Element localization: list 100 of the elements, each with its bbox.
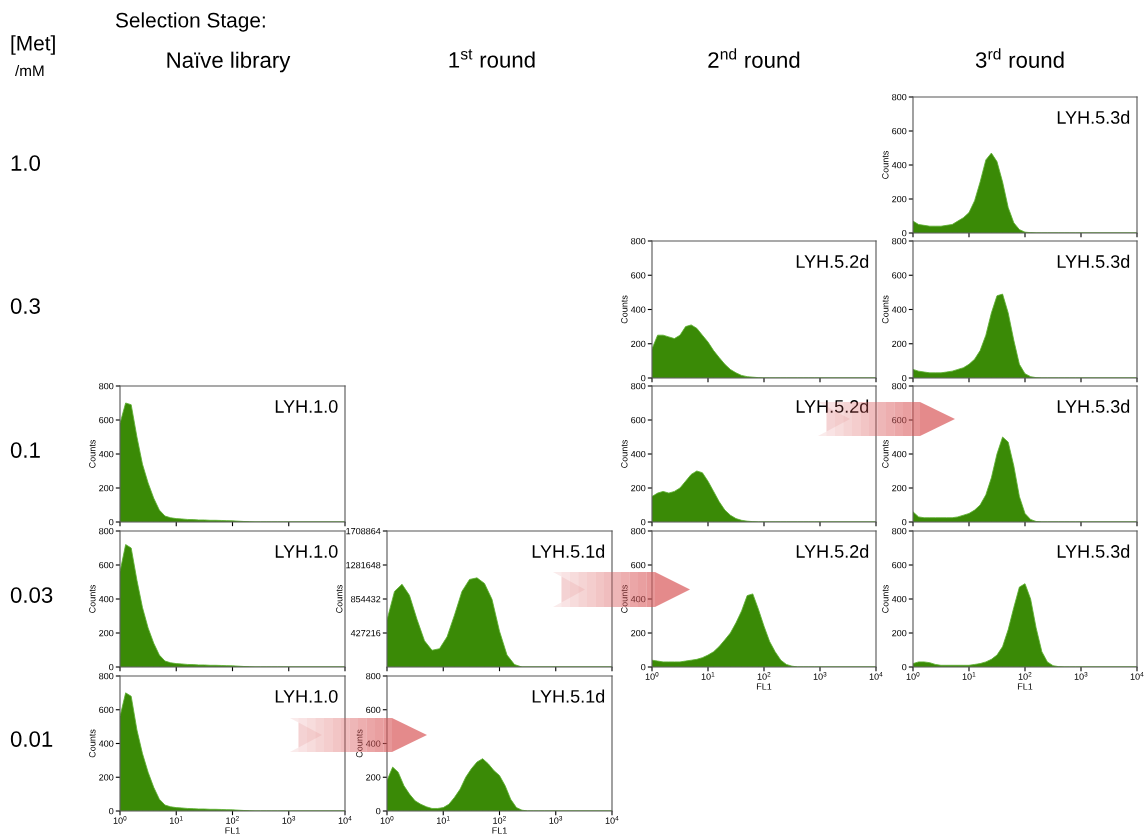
x-tick-label: 10$^{4}$	[605, 816, 619, 824]
y-tick-label: 800	[892, 382, 907, 390]
y-tick-label: 600	[99, 706, 114, 714]
annotation: LYH.1.0	[275, 400, 338, 413]
x-tick-label: 10$^{4}$	[1130, 672, 1144, 680]
x-tick-label: 10$^{0}$	[113, 816, 127, 824]
y-tick-label: 600	[99, 561, 114, 569]
y-axis-title: Counts	[882, 440, 889, 468]
y-axis-title: Counts	[621, 585, 628, 613]
y-tick-label: 600	[892, 416, 907, 424]
annotation: LYH.1.0	[275, 545, 338, 558]
y-axis-title: Counts	[882, 151, 889, 179]
y-tick-label: 800	[366, 672, 381, 680]
y-tick-label: 400	[365, 740, 381, 747]
y-tick-label: 600	[892, 272, 907, 279]
annotation: LYH.5.2d	[796, 254, 869, 268]
y-tick-label: 400	[98, 595, 114, 603]
annotation: LYH.5.2d	[796, 544, 869, 558]
text: 0.01	[10, 731, 53, 747]
x-tick-label: 10$^{1}$	[169, 816, 183, 824]
x-tick-label: 10$^{2}$	[757, 672, 771, 680]
y-tick-label: 200	[99, 629, 114, 637]
text: [Met]	[11, 35, 55, 55]
y-axis-title: Counts	[336, 585, 343, 613]
y-tick-label: 0	[902, 229, 907, 237]
y-tick-label: 800	[892, 93, 907, 101]
y-tick-label: 600	[892, 127, 907, 135]
y-tick-label: 400	[630, 306, 646, 313]
x-tick-label: 10$^{0}$	[645, 672, 659, 680]
x-tick-label: 10$^{1}$	[436, 816, 450, 824]
y-tick-label: 0	[902, 518, 907, 526]
y-tick-label: 400	[98, 740, 114, 747]
y-tick-label: 200	[892, 340, 907, 348]
text: 0.3	[10, 298, 40, 314]
y-tick-label: 400	[891, 161, 907, 169]
y-axis-title: Counts	[89, 729, 96, 758]
text: 2$^{nd}$ round	[708, 48, 800, 68]
annotation: LYH.5.3d	[1057, 399, 1130, 413]
text: 0.03	[10, 587, 53, 603]
x-axis-title: FL1	[225, 827, 240, 834]
x-tick-label: 10$^{4}$	[338, 816, 352, 824]
y-tick-label: 200	[99, 774, 114, 781]
y-tick-label: 200	[99, 484, 114, 492]
x-tick-label: 10$^{2}$	[1018, 672, 1032, 680]
y-tick-label: 400	[630, 595, 646, 603]
y-axis-title: Counts	[882, 585, 889, 613]
x-axis-title: FL1	[492, 827, 507, 834]
y-axis-title: Counts	[882, 295, 889, 324]
y-tick-label: 600	[631, 561, 646, 569]
y-tick-label: 0	[109, 518, 114, 526]
annotation: LYH.5.3d	[1057, 254, 1130, 268]
y-tick-label: 800	[892, 527, 907, 535]
y-tick-label: 200	[892, 629, 907, 637]
text: 1$^{st}$ round	[449, 49, 535, 68]
x-axis-title: FL1	[756, 683, 772, 690]
y-tick-label: 0	[641, 374, 646, 382]
text: 3$^{rd}$ round	[975, 48, 1064, 68]
y-tick-label: 200	[366, 774, 381, 781]
y-tick-label: 400	[891, 450, 907, 458]
y-tick-label: 800	[631, 237, 646, 245]
x-tick-label: 10$^{1}$	[962, 672, 976, 680]
y-tick-label: 800	[631, 527, 646, 535]
x-tick-label: 10$^{3}$	[282, 816, 296, 824]
y-tick-label: 427216	[350, 629, 381, 637]
text: 1.0	[11, 155, 41, 171]
y-tick-label: 0	[376, 807, 381, 815]
annotation: LYH.5.1d	[532, 689, 605, 703]
x-tick-label: 10$^{3}$	[1074, 672, 1088, 680]
y-axis-title: Counts	[89, 585, 96, 613]
y-tick-label: 0	[109, 807, 114, 815]
x-tick-label: 10$^{0}$	[380, 816, 394, 824]
y-tick-label: 200	[892, 484, 907, 492]
y-tick-label: 800	[99, 672, 114, 680]
text: Naïve library	[167, 51, 291, 73]
y-tick-label: 0	[902, 374, 907, 382]
y-tick-label: 0	[641, 663, 646, 671]
y-tick-label: 600	[99, 416, 114, 424]
y-tick-label: 800	[892, 237, 907, 245]
text: 0.1	[10, 442, 40, 458]
y-tick-label: 200	[631, 340, 646, 348]
x-tick-label: 10$^{3}$	[549, 816, 563, 824]
y-tick-label: 200	[631, 484, 646, 492]
text: Selection Stage:	[115, 12, 265, 32]
y-tick-label: 400	[891, 306, 907, 313]
x-tick-label: 10$^{0}$	[906, 672, 920, 680]
y-tick-label: 200	[892, 195, 907, 203]
y-tick-label: 600	[631, 416, 646, 424]
y-tick-label: 1708864	[346, 527, 381, 535]
annotation: LYH.1.0	[275, 689, 338, 703]
annotation: LYH.5.3d	[1057, 544, 1130, 558]
x-axis-title: FL1	[1017, 683, 1033, 690]
x-tick-label: 10$^{2}$	[226, 816, 239, 824]
annotation: LYH.5.2d	[796, 399, 869, 413]
y-tick-label: 400	[98, 450, 114, 458]
y-tick-label: 400	[630, 450, 646, 458]
y-axis-title: Counts	[89, 440, 96, 468]
text: /mM	[15, 64, 44, 77]
y-tick-label: 0	[109, 663, 114, 671]
x-tick-label: 10$^{1}$	[701, 672, 715, 680]
y-tick-label: 800	[631, 382, 646, 390]
